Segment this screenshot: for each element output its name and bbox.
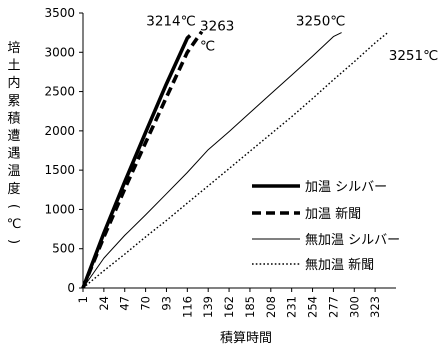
x-tick-label: 185 [243, 296, 257, 318]
x-tick-labels: 1 24 47 70 93 116 139 162 185 208 231 254 277 300 323 [76, 296, 382, 318]
x-tick-label: 139 [201, 296, 215, 318]
value-annotation: ℃ [200, 38, 215, 54]
legend-label-1: 加温 シルバー [305, 180, 387, 195]
series-line-4 [82, 32, 389, 289]
series-line-2 [81, 30, 204, 289]
value-annotation: 3263 [200, 18, 234, 34]
x-tick-label: 277 [326, 296, 340, 318]
y-label-char: ( [6, 204, 21, 209]
x-tick-label: 1 [76, 296, 90, 303]
x-tick-label: 231 [285, 296, 299, 318]
y-label-char: ℃ [7, 217, 22, 232]
x-tick-label: 323 [368, 296, 382, 318]
y-label-char: 遇 [7, 147, 20, 162]
y-label-char: 度 [7, 181, 20, 197]
y-tick-label: 500 [52, 242, 75, 256]
x-tick-label: 208 [264, 296, 278, 318]
x-tick-label: 47 [118, 296, 132, 311]
annotations: 3214℃ 3263 ℃ 3250℃ 3251℃ [146, 14, 438, 65]
y-tick-labels: 0 500 1000 1500 2000 2500 3000 3500 [44, 6, 75, 295]
x-tick-label: 254 [306, 296, 320, 318]
value-annotation: 3214℃ [146, 14, 196, 30]
x-axis-label: 積算時間 [220, 331, 272, 346]
y-label-char: 積 [7, 111, 20, 126]
legend-label-2: 加温 新聞 [305, 206, 361, 222]
axes [79, 12, 396, 292]
y-label-char: 内 [7, 75, 20, 91]
x-tick-label: 116 [180, 296, 194, 318]
y-tick-label: 0 [67, 281, 75, 295]
series-line-1 [81, 34, 192, 289]
y-tick-label: 2500 [44, 85, 75, 99]
y-tick-label: 3500 [44, 6, 75, 20]
x-tick-label: 24 [97, 296, 111, 311]
x-tick-label: 93 [159, 296, 173, 311]
y-label-char: 土 [7, 59, 20, 74]
y-label-char: ) [6, 239, 21, 244]
y-tick-label: 1000 [44, 202, 75, 216]
y-tick-label: 1500 [44, 163, 75, 177]
legend-label-3: 無加温 シルバー [305, 233, 400, 248]
legend-label-4: 無加温 新聞 [305, 257, 374, 273]
value-annotation: 3251℃ [389, 48, 439, 64]
series-lines [81, 30, 389, 289]
y-label-char: 培 [7, 40, 20, 56]
y-tick-label: 2000 [44, 124, 75, 138]
x-tick-label: 300 [347, 296, 361, 318]
value-annotation: 3250℃ [296, 14, 346, 30]
x-tick-label: 162 [222, 296, 236, 318]
series-line-3 [82, 32, 342, 289]
y-tick-label: 3000 [44, 45, 75, 59]
y-label-char: 遭 [7, 129, 20, 144]
x-tick-label: 70 [139, 296, 153, 311]
y-label-char: 累 [7, 94, 20, 109]
y-label-char: 温 [7, 164, 20, 179]
